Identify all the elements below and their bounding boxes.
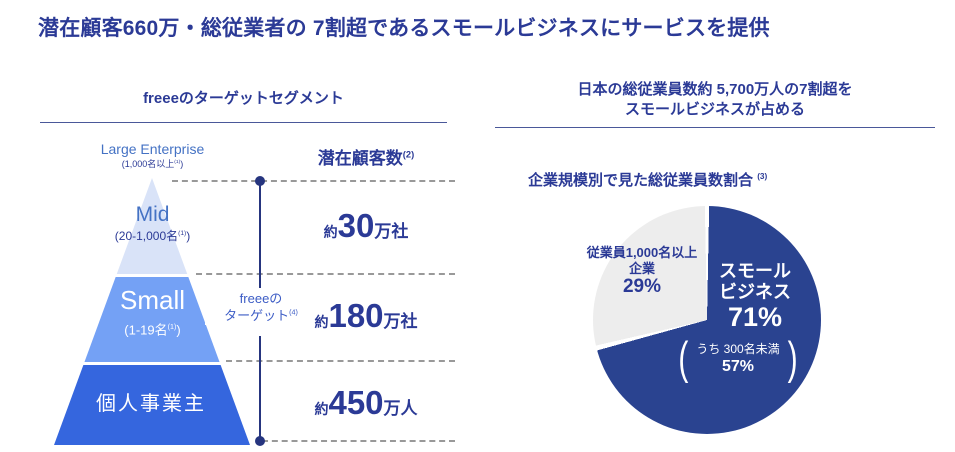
dashed-guide-line-small-sole <box>226 360 455 362</box>
large-enterprise-sublabel: (1,000名以上(1)) <box>121 159 184 169</box>
open-paren: ( <box>678 334 689 384</box>
page-title: 潜在顧客660万・総従業者の 7割超であるスモールビジネスにサービスを提供 <box>38 17 770 40</box>
right-panel-header-line1: 日本の総従業員数約 5,700万人の7割超を <box>577 81 853 98</box>
pyramid-segment-sole-proprietor <box>54 365 250 445</box>
footnote-3-marker: (3) <box>757 172 768 181</box>
sole-proprietor-label: 個人事業主 <box>96 393 206 415</box>
potential-customers-sole-value: 約 450 万人 <box>314 384 418 421</box>
target-range-dot-top <box>255 176 265 186</box>
target-range-line-lower <box>259 336 261 442</box>
freee-target-annotation: freeeの ターゲット(4) <box>205 291 317 325</box>
pie-subnote-under-300: ( うち 300名未満 57% ) <box>678 334 798 384</box>
large-enterprise-label: Large Enterprise <box>100 141 205 157</box>
pie-chart-title: 企業規模別で見た総従業員数割合 (3) <box>528 172 768 189</box>
potential-customers-small-value: 約 180 万社 <box>314 297 418 334</box>
pie-pct-small-business: 71% <box>727 302 783 333</box>
pie-pct-large-company: 29% <box>622 276 662 298</box>
small-segment-label: Small <box>119 285 185 315</box>
footnote-1-marker: (1) <box>167 323 177 331</box>
mid-segment-label: Mid <box>135 203 170 226</box>
close-paren: ) <box>787 334 798 384</box>
small-segment-sublabel: (1-19名(1)) <box>124 322 181 338</box>
right-panel-header: 日本の総従業員数約 5,700万人の7割超を スモールビジネスが占める <box>495 80 935 128</box>
dashed-guide-line-mid-small <box>196 273 455 275</box>
footnote-4-marker: (4) <box>289 308 298 317</box>
dashed-guide-line-top <box>172 180 455 182</box>
employee-share-pie-chart <box>593 206 821 434</box>
potential-customers-mid-value: 約 30 万社 <box>323 207 409 244</box>
footnote-2-marker: (2) <box>402 149 415 160</box>
target-range-line-upper <box>259 182 261 288</box>
pie-label-small-business: スモール ビジネス 71% <box>695 261 815 333</box>
footnote-1-marker: (1) <box>178 230 187 237</box>
potential-customers-header: 潜在顧客数(2) <box>317 149 415 168</box>
pie-subnote-pct: 57% <box>721 358 754 375</box>
target-range-dot-bottom <box>255 436 265 446</box>
mid-segment-sublabel: (20-1,000名(1)) <box>114 229 191 243</box>
pie-label-large-company: 従業員1,000名以上 企業 29% <box>556 245 728 299</box>
footnote-1-marker: (1) <box>174 160 181 165</box>
right-panel-header-line2: スモールビジネスが占める <box>624 101 805 119</box>
dashed-guide-line-bottom <box>262 440 455 442</box>
left-panel-header: freeeのターゲットセグメント <box>40 87 447 123</box>
